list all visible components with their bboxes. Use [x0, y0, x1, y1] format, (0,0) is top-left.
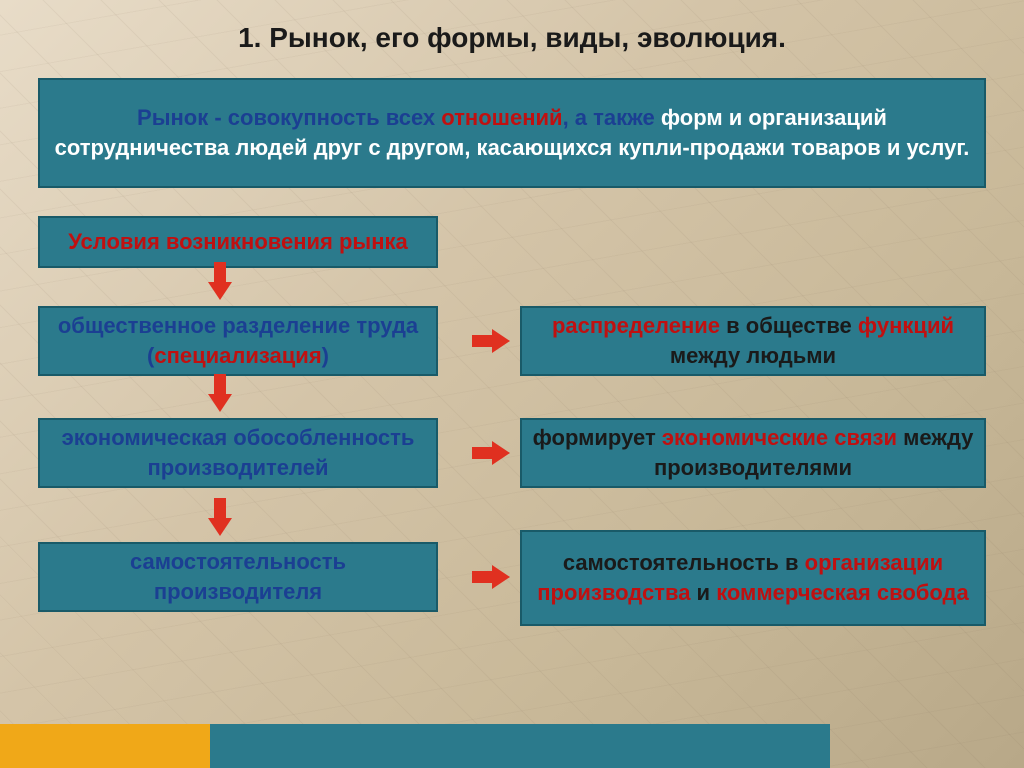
- box-left2: экономическая обособленность производите…: [38, 418, 438, 488]
- box-left3-seg-0: самостоятельность производителя: [130, 549, 346, 604]
- arrow-right-1: [492, 441, 510, 465]
- arrow-down-2: [208, 518, 232, 536]
- box-conditions_header: Условия возникновения рынка: [38, 216, 438, 268]
- arrow-down-0: [208, 282, 232, 300]
- box-definition-seg-2: , а также: [563, 105, 661, 130]
- box-conditions_header-seg-0: Условия возникновения рынка: [68, 229, 408, 254]
- box-left1-seg-1: специализация: [154, 343, 321, 368]
- box-left3: самостоятельность производителя: [38, 542, 438, 612]
- box-left1: общественное разделение труда (специализ…: [38, 306, 438, 376]
- box-right1-seg-0: распределение: [552, 313, 720, 338]
- arrow-right-2: [492, 565, 510, 589]
- page-title: 1. Рынок, его формы, виды, эволюция.: [0, 0, 1024, 68]
- footer-accent-teal: [210, 724, 830, 768]
- box-right1-seg-3: между людьми: [670, 343, 836, 368]
- box-left2-seg-0: экономическая обособленность производите…: [62, 425, 415, 480]
- box-right1: распределение в обществе функций между л…: [520, 306, 986, 376]
- box-left1-seg-2: ): [322, 343, 329, 368]
- arrow-right-0: [492, 329, 510, 353]
- footer-accent-orange: [0, 724, 210, 768]
- box-right2-seg-0: формирует: [533, 425, 662, 450]
- box-definition-seg-1: отношений: [441, 105, 562, 130]
- box-right2: формирует экономические связи между прои…: [520, 418, 986, 488]
- box-right3-seg-0: самостоятельность в: [563, 550, 805, 575]
- box-definition: Рынок - совокупность всех отношений, а т…: [38, 78, 986, 188]
- box-right2-seg-1: экономические связи: [662, 425, 897, 450]
- box-right3: самостоятельность в организации производ…: [520, 530, 986, 626]
- box-right3-seg-2: и: [690, 580, 716, 605]
- box-right3-seg-3: коммерческая свобода: [716, 580, 969, 605]
- arrow-down-1: [208, 394, 232, 412]
- box-definition-seg-0: Рынок - совокупность всех: [137, 105, 441, 130]
- box-right1-seg-2: функций: [858, 313, 954, 338]
- box-right1-seg-1: в обществе: [720, 313, 858, 338]
